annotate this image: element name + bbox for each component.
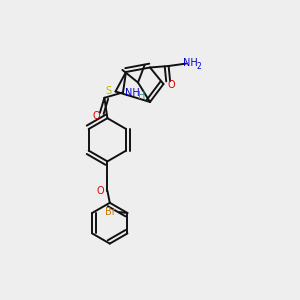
Text: O: O [167,80,175,90]
Text: NH: NH [124,88,140,98]
Text: O: O [96,186,104,196]
Text: 2: 2 [197,62,202,71]
Text: H: H [138,91,145,101]
Text: O: O [92,111,100,122]
Text: Br: Br [105,206,116,217]
Text: S: S [106,86,112,96]
Text: NH: NH [182,58,197,68]
